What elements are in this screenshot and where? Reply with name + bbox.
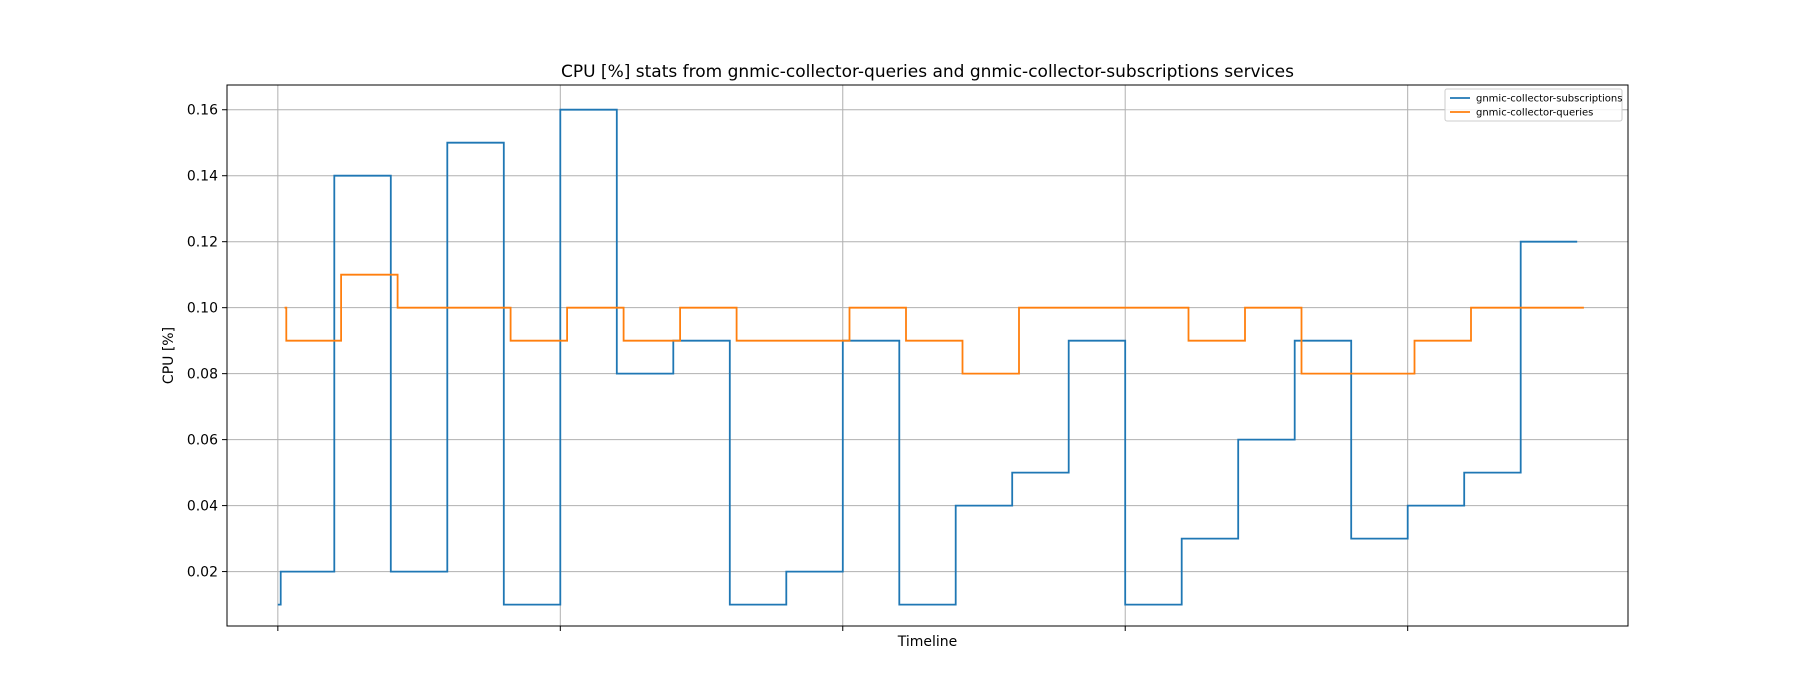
y-tick-label: 0.02: [187, 565, 218, 581]
y-axis-label: CPU [%]: [161, 327, 177, 384]
y-tick-label: 0.10: [187, 301, 218, 317]
x-axis-label: Timeline: [897, 634, 958, 650]
y-tick-label: 0.14: [187, 169, 218, 185]
plot-frame: [226, 84, 1629, 627]
series-line-gnmic-collector-queries: [284, 273, 1584, 375]
y-tick-label: 0.12: [187, 235, 218, 251]
chart-title: CPU [%] stats from gnmic-collector-queri…: [561, 62, 1294, 82]
legend: gnmic-collector-subscriptions gnmic-colle…: [1444, 88, 1623, 122]
series-layer: [277, 108, 1584, 606]
legend-box: [1444, 88, 1623, 122]
legend-label: gnmic-collector-queries: [1476, 108, 1593, 119]
y-tick-label: 0.06: [187, 433, 218, 449]
legend-label: gnmic-collector-subscriptions: [1476, 94, 1622, 105]
y-tick-label: 0.08: [187, 367, 218, 383]
y-tick-label: 0.04: [187, 499, 218, 515]
y-axis-ticks: 0.02 0.04 0.06 0.08 0.10 0.12 0.14 0.16: [187, 103, 227, 581]
y-tick-label: 0.16: [187, 103, 218, 119]
